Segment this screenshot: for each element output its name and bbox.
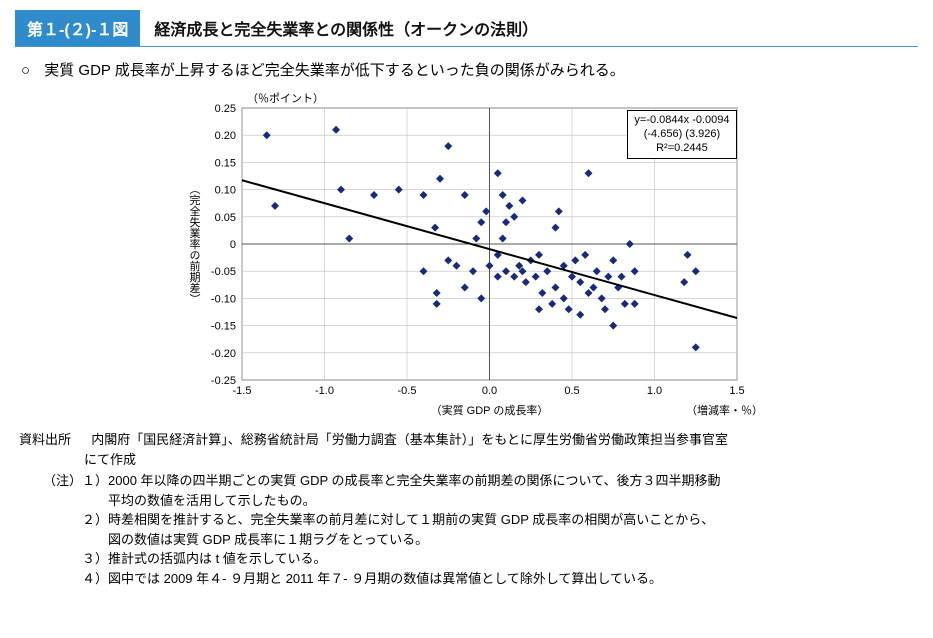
svg-text:1.5: 1.5 <box>729 385 744 397</box>
bullet-icon: ○ <box>21 62 30 79</box>
summary-text: 実質 GDP 成長率が上昇するほど完全失業率が低下するといった負の関係がみられる… <box>44 62 625 79</box>
source-label: 資料出所 <box>19 432 71 447</box>
note-number: ４） <box>82 569 108 589</box>
svg-text:0.20: 0.20 <box>214 130 235 142</box>
note-row: ２）時差相関を推計すると、完全失業率の前月差に対して１期前の実質 GDP 成長率… <box>43 510 918 530</box>
svg-text:-0.20: -0.20 <box>210 348 235 360</box>
svg-text:0.15: 0.15 <box>214 157 235 169</box>
note-row: （注）１）2000 年以降の四半期ごとの実質 GDP の成長率と完全失業率の前期… <box>43 471 918 491</box>
note-label <box>43 549 82 569</box>
note-text: 2000 年以降の四半期ごとの実質 GDP の成長率と完全失業率の前期差の関係に… <box>108 471 918 491</box>
svg-text:（％ポイント）: （％ポイント） <box>247 92 324 105</box>
svg-text:-0.25: -0.25 <box>210 375 235 387</box>
source-block: 資料出所 内閣府「国民経済計算」、総務省統計局「労働力調査（基本集計）」をもとに… <box>19 430 918 469</box>
note-row: ３）推計式の括弧内は t 値を示している。 <box>43 549 918 569</box>
regression-stats-box: y=-0.0844x -0.0094 (-4.656) (3.926) R²=0… <box>627 110 736 159</box>
svg-text:1.0: 1.0 <box>646 385 661 397</box>
svg-text:-0.05: -0.05 <box>210 266 235 278</box>
source-text-1: 内閣府「国民経済計算」、総務省統計局「労働力調査（基本集計）」をもとに厚生労働省… <box>91 432 728 447</box>
note-label: （注） <box>43 471 82 491</box>
note-row: ４）図中では 2009 年４- ９月期と 2011 年７- ９月期の数値は異常値… <box>43 569 918 589</box>
figure-header: 第１-(２)-１図 経済成長と完全失業率との関係性（オークンの法則） <box>15 10 918 47</box>
svg-text:0.05: 0.05 <box>214 212 235 224</box>
svg-text:0: 0 <box>229 239 235 251</box>
svg-text:0.10: 0.10 <box>214 185 235 197</box>
figure-title: 経済成長と完全失業率との関係性（オークンの法則） <box>140 10 552 46</box>
note-text: 推計式の括弧内は t 値を示している。 <box>108 549 918 569</box>
stats-eq: y=-0.0844x -0.0094 <box>634 114 729 128</box>
svg-text:-1.0: -1.0 <box>315 385 334 397</box>
stats-tvals: (-4.656) (3.926) <box>634 128 729 142</box>
notes-block: （注）１）2000 年以降の四半期ごとの実質 GDP の成長率と完全失業率の前期… <box>43 471 918 588</box>
svg-text:0.0: 0.0 <box>481 385 496 397</box>
note-text-cont: 図の数値は実質 GDP 成長率に１期ラグをとっている。 <box>108 530 918 550</box>
figure-number: 第１-(２)-１図 <box>15 10 140 46</box>
note-label <box>43 569 82 589</box>
summary-bullet: ○ 実質 GDP 成長率が上昇するほど完全失業率が低下するといった負の関係がみら… <box>21 59 918 80</box>
note-number: １） <box>82 471 108 491</box>
note-number: ３） <box>82 549 108 569</box>
note-text-cont: 平均の数値を活用して示したもの。 <box>108 491 918 511</box>
svg-text:（完全失業率の前期差）: （完全失業率の前期差） <box>188 184 201 305</box>
svg-text:（増減率・％）: （増減率・％） <box>686 403 763 417</box>
svg-text:-0.5: -0.5 <box>397 385 416 397</box>
svg-text:0.25: 0.25 <box>214 103 235 115</box>
svg-text:-0.15: -0.15 <box>210 321 235 333</box>
note-label <box>43 510 82 530</box>
note-text: 図中では 2009 年４- ９月期と 2011 年７- ９月期の数値は異常値とし… <box>108 569 918 589</box>
svg-text:（実質 GDP の成長率）: （実質 GDP の成長率） <box>430 403 548 417</box>
svg-text:0.5: 0.5 <box>564 385 579 397</box>
note-number: ２） <box>82 510 108 530</box>
source-text-2: にて作成 <box>84 452 136 467</box>
stats-r2: R²=0.2445 <box>634 142 729 156</box>
note-text: 時差相関を推計すると、完全失業率の前月差に対して１期前の実質 GDP 成長率の相… <box>108 510 918 530</box>
scatter-chart: -1.5-1.0-0.50.00.51.01.5-0.25-0.20-0.15-… <box>167 90 767 420</box>
svg-text:-0.10: -0.10 <box>210 293 235 305</box>
